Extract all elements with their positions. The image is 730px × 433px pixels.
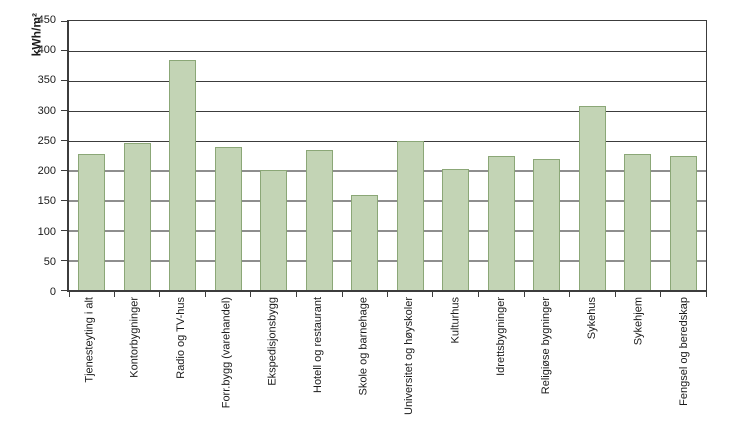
gridline-350 [69,80,706,82]
x-tick-3 [205,292,206,297]
y-tick-label-200: 200 [37,165,56,178]
x-label-4: Forr.bygg (varehandel) [220,297,233,409]
y-tick-label-350: 350 [37,74,56,87]
x-tick-2 [159,292,161,297]
gridline-400 [69,50,706,52]
bar-9 [442,169,470,290]
x-label-13: Sykehjem [631,297,644,346]
plot-area [61,20,707,297]
x-label-1: Tjenesteyting i alt [83,297,96,383]
x-label-3: Radio og TV-hus [174,297,187,379]
y-tick-50 [61,259,67,261]
x-label-10: Idrettsbygninger [494,297,507,376]
x-tick-7 [387,292,388,297]
x-label-8: Universitet og høyskoler [403,297,416,415]
y-tick-label-400: 400 [37,44,56,57]
x-label-9: Kulturhus [449,297,462,344]
x-tick-0 [68,292,70,297]
y-tick-0 [61,289,67,291]
bar-5 [260,169,288,290]
x-tick-9 [478,292,479,297]
bar-3 [169,59,197,290]
bar-11 [533,158,561,290]
x-tick-8 [432,292,434,297]
gridline-50 [69,260,706,263]
gridline-300 [69,110,706,112]
bar-2 [123,142,151,290]
y-tick-150 [61,199,67,201]
y-tick-label-300: 300 [37,104,56,117]
x-tick-11 [569,292,570,297]
x-label-14: Fengsel og beredskap [677,297,690,406]
gridline-150 [69,200,706,203]
y-tick-350 [61,80,67,82]
y-tick-400 [61,50,67,52]
y-tick-200 [61,169,67,171]
bar-13 [624,153,652,290]
y-tick-100 [61,229,67,231]
y-tick-label-150: 150 [37,195,56,208]
x-tick-6 [341,292,343,297]
bar-6 [305,150,333,290]
y-axis-tick-labels: 0 50 100 150 200 250 300 350 400 450 [0,14,62,298]
gridline-100 [69,230,706,233]
gridline-250 [69,140,706,142]
y-tick-label-450: 450 [37,14,56,26]
y-tick-label-50: 50 [43,255,56,268]
x-tick-10 [523,292,525,297]
y-tick-label-100: 100 [37,225,56,238]
y-tick-label-0: 0 [49,286,56,298]
x-label-5: Ekspedisjonsbygg [266,297,279,386]
bar-10 [487,156,515,290]
bar-8 [396,141,424,290]
x-label-2: Kontorbygninger [129,297,142,378]
x-tick-5 [296,292,297,297]
bar-7 [351,194,379,290]
x-tick-12 [614,292,616,297]
gridline-200 [69,170,706,173]
x-tick-1 [113,292,115,297]
x-label-7: Skole og barnehage [357,297,370,396]
y-tick-450 [61,20,67,22]
x-label-6: Hotell og restaurant [311,297,324,393]
x-axis-labels: Tjenesteyting i alt Kontorbygninger Radio … [67,297,707,433]
bar-14 [669,156,697,290]
x-tick-14 [705,292,707,297]
bar-4 [214,146,242,290]
x-label-11: Religiøse bygninger [540,297,553,395]
y-tick-250 [61,140,67,142]
y-tick-300 [61,110,67,112]
bar-1 [78,154,106,290]
bar-12 [578,105,606,290]
x-tick-13 [660,292,661,297]
x-tick-4 [250,292,252,297]
y-tick-label-250: 250 [37,134,56,147]
x-label-12: Sykehus [586,297,599,340]
